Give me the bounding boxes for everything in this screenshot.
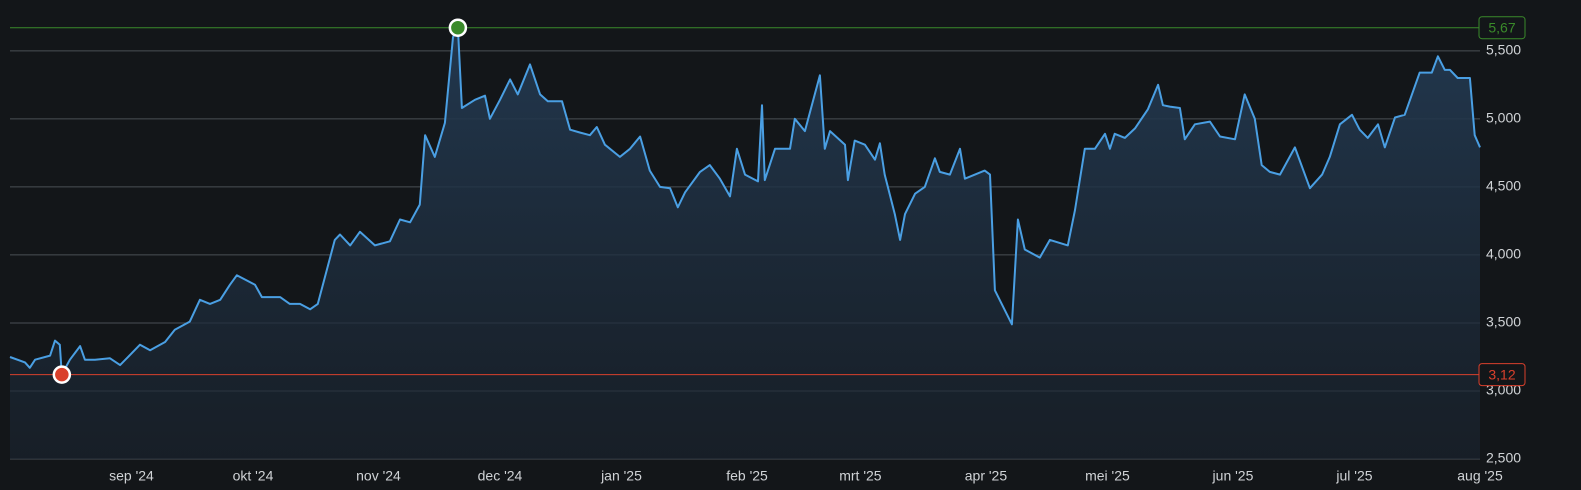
x-tick-label: jul '25 bbox=[1335, 468, 1372, 484]
min-marker bbox=[52, 365, 72, 384]
x-tick-label: nov '24 bbox=[356, 468, 401, 484]
min-label-box bbox=[1478, 363, 1526, 387]
x-tick-label: mei '25 bbox=[1085, 468, 1130, 484]
y-tick-label: 4,000 bbox=[1486, 246, 1521, 262]
x-tick-label: aug '25 bbox=[1457, 468, 1503, 484]
price-area bbox=[10, 27, 1480, 459]
x-tick-label: sep '24 bbox=[109, 468, 154, 484]
x-tick-label: dec '24 bbox=[478, 468, 523, 484]
x-tick-label: apr '25 bbox=[965, 468, 1008, 484]
x-tick-label: mrt '25 bbox=[839, 468, 882, 484]
min-label: 3,12 bbox=[1488, 366, 1515, 382]
price-line bbox=[9, 26, 1481, 376]
x-tick-label: jan '25 bbox=[600, 468, 642, 484]
max-label-box bbox=[1478, 16, 1526, 40]
x-tick-label: okt '24 bbox=[233, 468, 274, 484]
y-tick-label: 5,000 bbox=[1486, 110, 1521, 126]
y-tick-label: 4,500 bbox=[1486, 178, 1521, 194]
y-tick-label: 2,500 bbox=[1486, 450, 1521, 466]
max-label: 5,67 bbox=[1488, 19, 1515, 35]
max-marker bbox=[448, 18, 468, 37]
x-tick-label: jun '25 bbox=[1212, 468, 1254, 484]
y-tick-label: 3,500 bbox=[1486, 314, 1521, 330]
y-tick-label: 5,500 bbox=[1486, 42, 1521, 58]
x-tick-label: feb '25 bbox=[726, 468, 768, 484]
